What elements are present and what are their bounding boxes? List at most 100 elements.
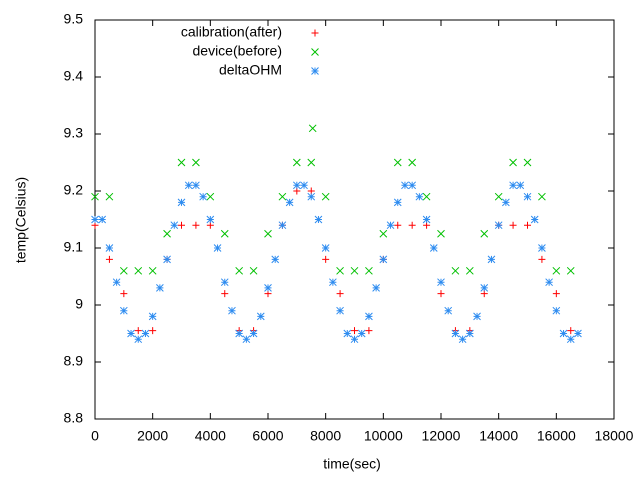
point: [228, 306, 236, 315]
point: [105, 192, 114, 201]
point: [178, 221, 185, 229]
point: [365, 327, 373, 335]
point: [552, 266, 561, 275]
point: [422, 192, 431, 201]
y-tick-label: 9.4: [64, 68, 84, 84]
point: [538, 255, 546, 263]
y-tick-label: 8.8: [64, 410, 84, 426]
point: [192, 158, 200, 167]
point: [574, 329, 582, 338]
point: [264, 229, 272, 238]
point: [458, 335, 467, 344]
point: [429, 244, 438, 252]
point: [105, 244, 114, 252]
point: [357, 329, 366, 338]
point: [278, 221, 287, 230]
point: [206, 192, 215, 201]
x-tick-label: 12000: [422, 428, 461, 444]
point: [184, 181, 193, 190]
point: [308, 124, 317, 133]
y-tick-label: 9.2: [64, 182, 84, 198]
point: [285, 198, 294, 207]
point: [307, 192, 316, 201]
point: [437, 229, 445, 238]
point: [112, 278, 121, 287]
point: [192, 181, 200, 190]
point: [220, 229, 229, 238]
y-tick-label: 9.1: [64, 239, 84, 255]
point: [393, 198, 402, 207]
point: [271, 255, 280, 264]
point: [480, 229, 489, 238]
point: [494, 221, 503, 230]
point: [350, 266, 359, 275]
point: [523, 192, 532, 201]
point: [516, 181, 525, 190]
x-tick-label: 4000: [195, 428, 226, 444]
point: [322, 255, 330, 263]
point: [235, 329, 244, 338]
point: [365, 266, 373, 275]
point: [365, 312, 373, 321]
point: [120, 290, 128, 298]
point: [119, 306, 128, 315]
point: [386, 221, 395, 230]
point: [480, 284, 489, 292]
point: [422, 215, 431, 224]
point: [149, 327, 157, 335]
x-tick-label: 14000: [479, 428, 518, 444]
point: [300, 181, 308, 190]
point: [401, 181, 409, 190]
point: [141, 329, 150, 338]
point: [523, 158, 532, 167]
series-1: [91, 124, 575, 275]
point: [256, 312, 265, 321]
legend-label: deltaOHM: [219, 62, 282, 78]
point: [393, 158, 402, 167]
point: [444, 306, 453, 315]
point: [177, 198, 186, 207]
point: [502, 198, 510, 207]
point: [314, 215, 323, 224]
point: [530, 215, 539, 224]
point: [559, 329, 568, 338]
point: [336, 290, 344, 298]
point: [177, 158, 186, 167]
point: [278, 192, 287, 201]
x-tick-label: 6000: [252, 428, 283, 444]
point: [292, 158, 301, 167]
point: [552, 306, 561, 315]
point: [98, 215, 107, 224]
point: [134, 266, 143, 275]
point: [163, 229, 171, 238]
point: [350, 335, 359, 344]
point: [221, 290, 229, 298]
point: [408, 181, 417, 190]
point: [170, 221, 179, 230]
point: [487, 255, 496, 264]
point: [199, 192, 207, 201]
point: [408, 158, 417, 167]
legend-label: calibration(after): [181, 24, 282, 40]
point: [465, 329, 474, 338]
point: [494, 192, 503, 201]
point: [148, 266, 157, 275]
point: [336, 306, 344, 315]
point: [552, 290, 560, 298]
point: [473, 312, 481, 321]
point: [307, 158, 316, 167]
x-tick-label: 8000: [310, 428, 341, 444]
point: [351, 327, 358, 335]
point: [213, 244, 222, 252]
point: [408, 221, 416, 229]
point: [329, 278, 337, 287]
point: [437, 278, 445, 287]
point: [566, 335, 575, 344]
point: [292, 181, 301, 190]
y-axis-label: temp(Celsius): [13, 177, 29, 263]
point: [192, 221, 200, 229]
point: [567, 327, 575, 335]
point: [509, 158, 517, 167]
